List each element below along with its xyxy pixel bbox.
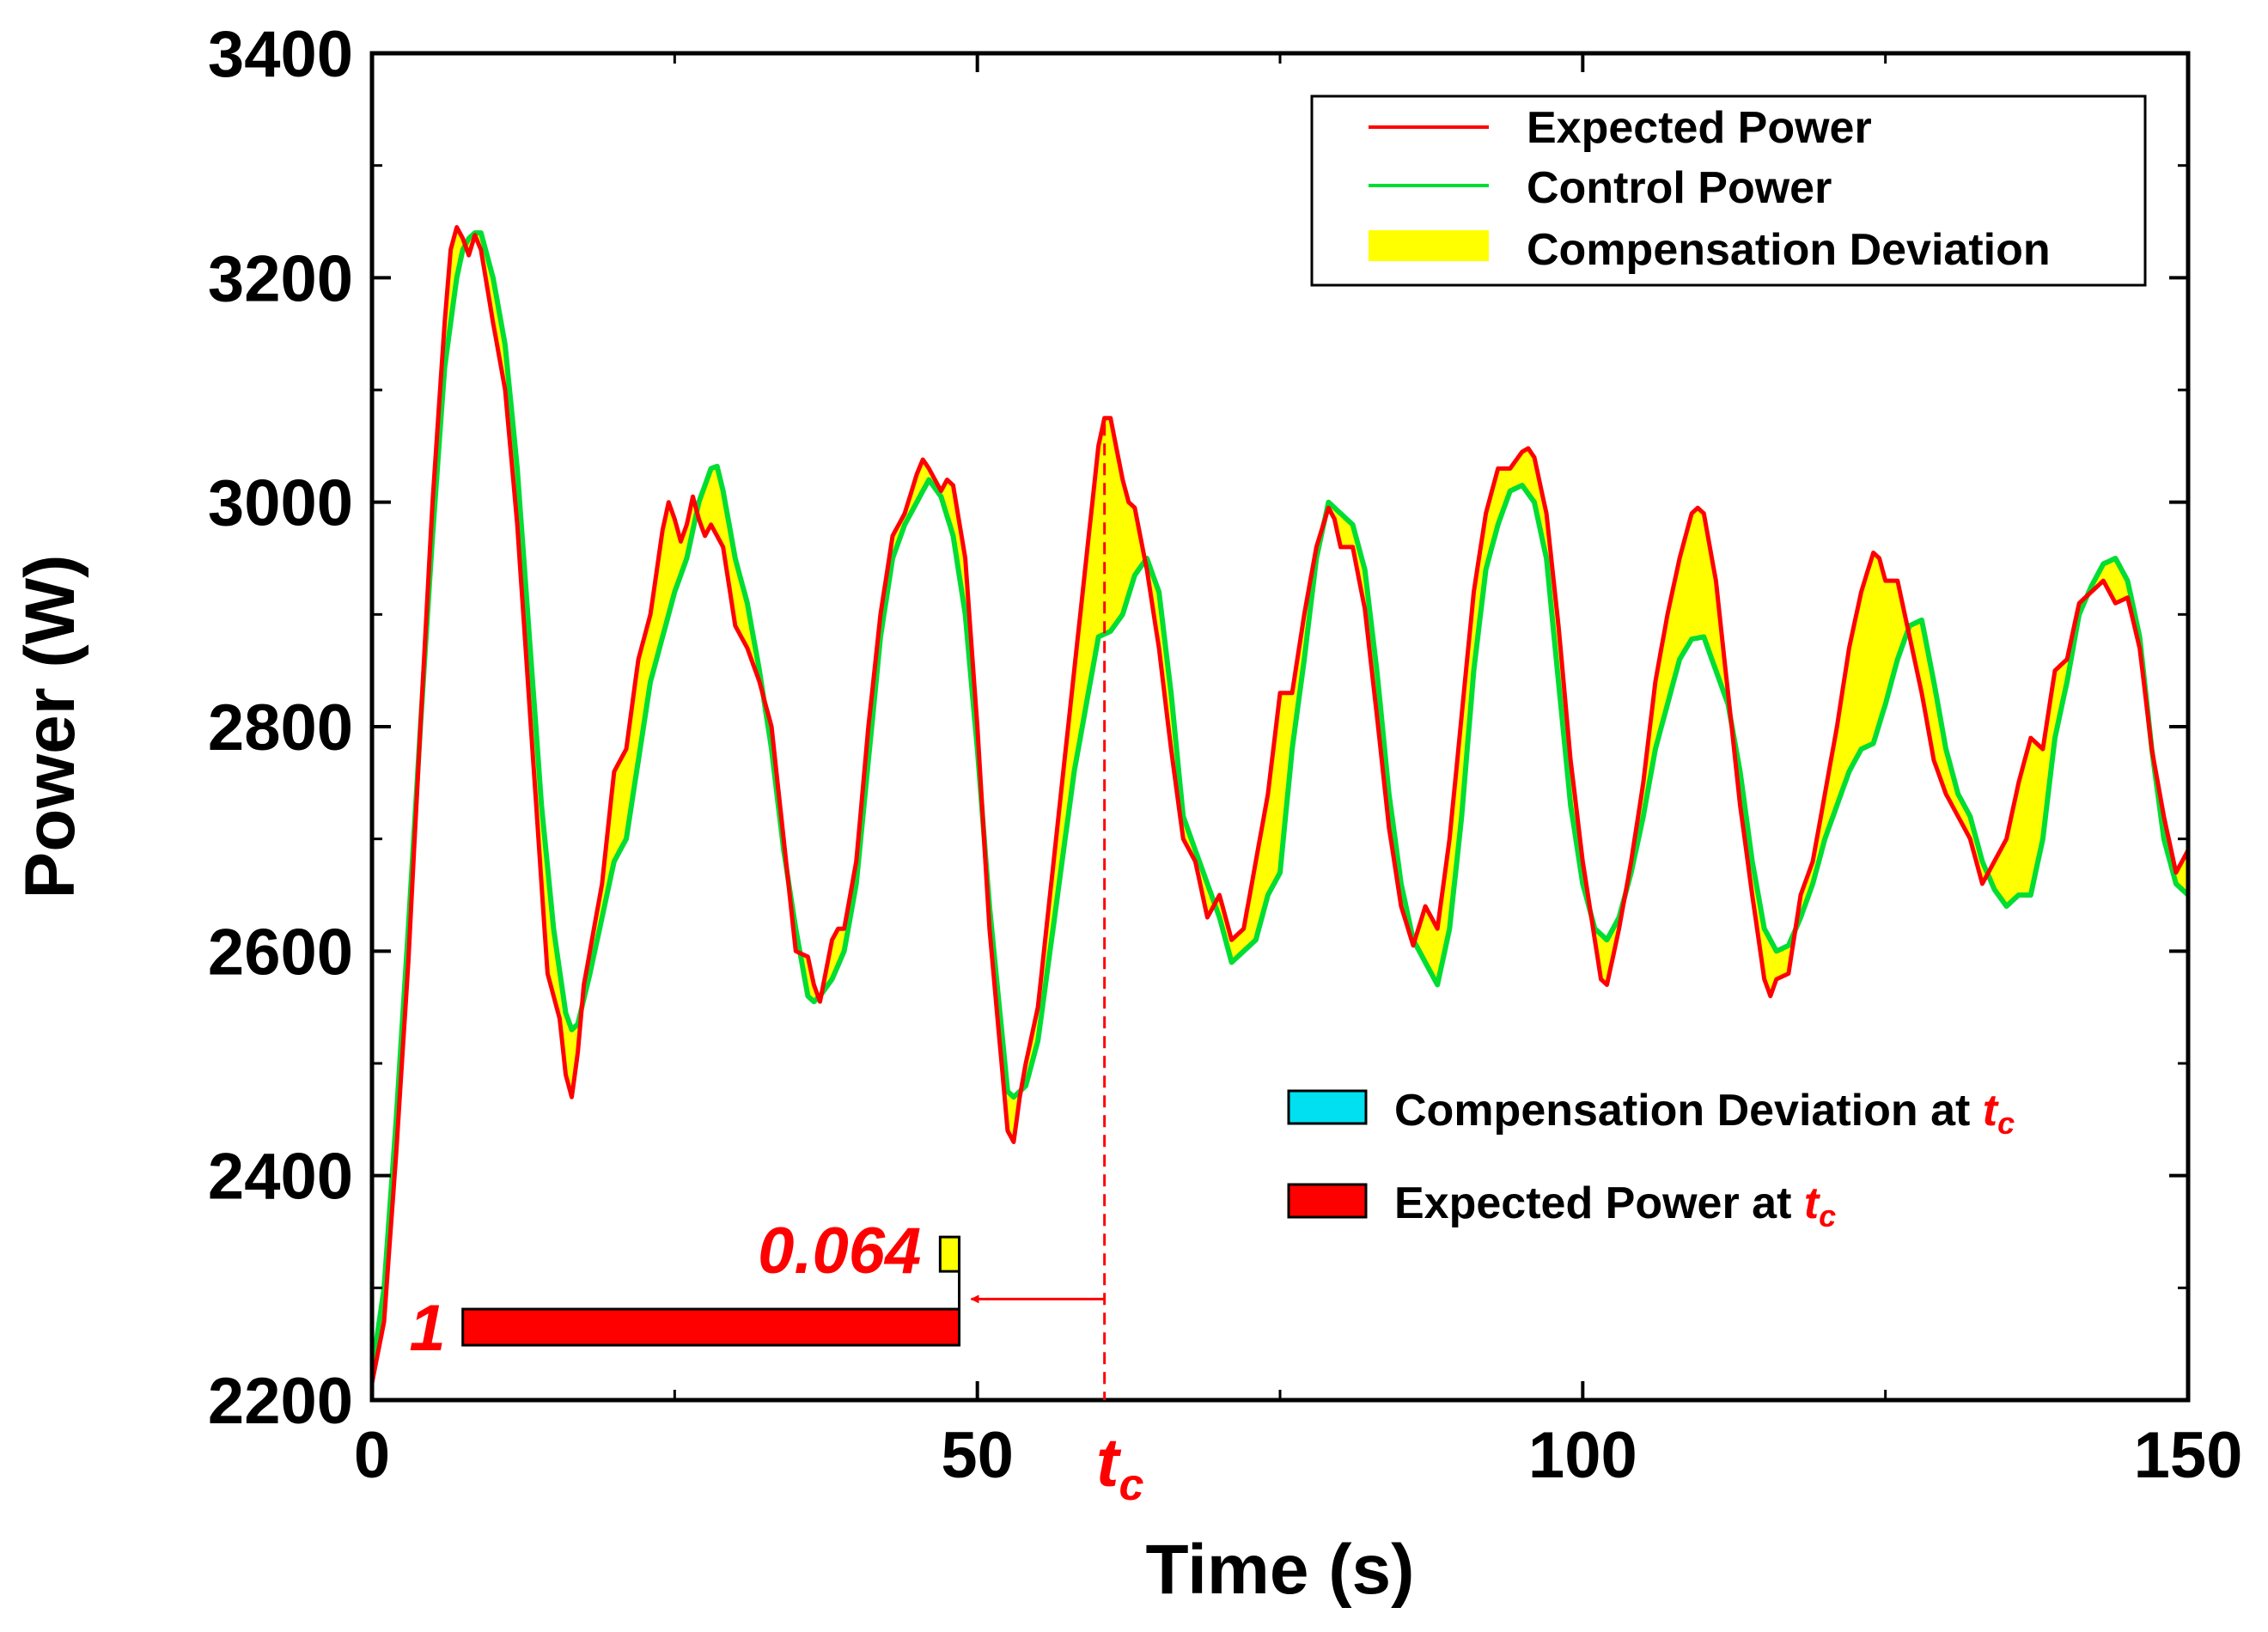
y-tick-label-3200: 3200 [208,242,353,315]
legend-label-deviation-at-tc-t: t [1983,1086,2000,1136]
legend-swatch-deviation-at-tc [1287,1089,1368,1125]
x-tick-label-150: 150 [2134,1419,2243,1492]
tc-axis-label: tc [1096,1424,1144,1510]
series-control-power [372,230,2188,1373]
legend-label-expected-at-tc: Expected Power at tc [1394,1178,1836,1233]
y-tick-label-3000: 3000 [208,467,353,540]
inset-label-expected-value: 1 [409,1292,445,1365]
compensation-deviation-area [372,227,2188,1384]
y-tick-label-2200: 2200 [208,1365,353,1438]
x-axis-title: Time (s) [1146,1531,1415,1609]
x-tick-label-50: 50 [941,1419,1014,1492]
legend-label-expected-at-tc-t: t [1804,1178,1821,1228]
y-tick-label-2600: 2600 [208,916,353,989]
y-axis-title: Power (W) [11,555,89,899]
inset-label-deviation-value: 0.064 [758,1215,921,1288]
legend-label-deviation-at-tc-c: c [1997,1105,2015,1141]
inset-bar-compensation-deviation [938,1235,961,1273]
legend-top: Expected Power Control Power Compensatio… [1310,94,2147,287]
x-tick-label-100: 100 [1528,1419,1637,1492]
x-tick-label-0: 0 [354,1419,390,1492]
legend-label-expected-at-tc-text: Expected Power at [1394,1178,1804,1228]
y-tick-label-2400: 2400 [208,1141,353,1214]
legend-label-compensation-deviation: Compensation Deviation [1527,225,2051,275]
inset-bar-expected-power [461,1307,961,1347]
legend-label-expected-at-tc-c: c [1819,1198,1836,1233]
series-lines [372,225,2188,1384]
legend-bottom: Compensation Deviation at tc Expected Po… [1287,1086,2015,1233]
series-expected-power [372,225,2188,1384]
axis-ticks: 2200 2400 2600 2800 3000 3200 3400 0 50 100 150 [208,18,2242,1492]
y-tick-label-3400: 3400 [208,18,353,91]
deviation-fill-area [372,227,2188,1384]
y-tick-label-2800: 2800 [208,691,353,764]
legend-label-deviation-at-tc-text: Compensation Deviation at [1394,1086,1983,1136]
legend-swatch-compensation-deviation [1369,230,1489,261]
tc-axis-label-t: t [1096,1424,1122,1501]
tc-axis-label-c: c [1119,1460,1144,1510]
legend-swatch-expected-at-tc [1287,1183,1368,1219]
legend-label-deviation-at-tc: Compensation Deviation at tc [1394,1086,2015,1141]
legend-label-expected-power: Expected Power [1527,103,1872,153]
legend-label-control-power: Control Power [1527,163,1832,213]
tc-annotations: tc 1 0.064 [409,423,1144,1510]
